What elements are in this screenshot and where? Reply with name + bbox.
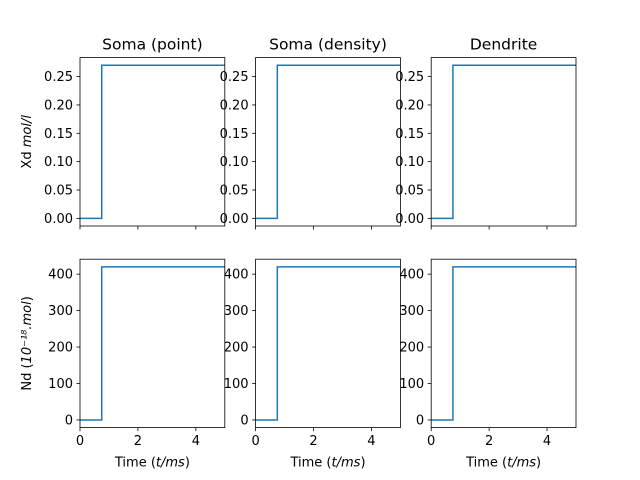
- y-tick-label: 0.00: [220, 212, 249, 227]
- panel-5: 0 2 4 0 100 200 300 400 Time (t/ms): [224, 258, 401, 471]
- series-line-1: [255, 266, 401, 421]
- y-tick-label: 0.10: [395, 155, 424, 170]
- x-axis-label-close: ): [360, 456, 365, 471]
- y-axis-label: Xd mol/l: [20, 115, 35, 169]
- axes-frame: [79, 57, 226, 227]
- x-tick-label: 2: [485, 434, 493, 449]
- y-tick-label: 300: [399, 304, 424, 319]
- y-axis-label-text: Nd (: [20, 363, 35, 390]
- x-tick-label: 0: [251, 434, 259, 449]
- x-tick-label: 4: [192, 434, 200, 449]
- panel-1: 0.00 0.05 0.10 0.15 0.20 0.25 Soma (point) Xd m…: [20, 36, 226, 230]
- panel-2: 0.00 0.05 0.10 0.15 0.20 0.25 Soma (density): [220, 36, 401, 230]
- x-axis-label-unit: t/ms: [332, 456, 361, 471]
- x-tick-label: 4: [543, 434, 551, 449]
- y-tick-label: 400: [224, 268, 249, 283]
- y-tick-label: 0.05: [395, 183, 424, 198]
- y-tick-label: 0.05: [44, 183, 73, 198]
- y-tick-label: 0.25: [395, 70, 424, 85]
- y-tick-label: 400: [48, 268, 73, 283]
- y-tick-label: 100: [48, 377, 73, 392]
- x-axis-label: Time (t/ms): [465, 456, 541, 471]
- y-axis-label-text: Xd: [20, 147, 35, 168]
- x-axis-label: Time (t/ms): [289, 456, 365, 471]
- y-tick-label: 0.20: [395, 98, 424, 113]
- y-axis-label: Nd (10⁻¹⁸.mol): [20, 296, 35, 390]
- y-tick-label: 200: [224, 341, 249, 356]
- y-tick-label: 200: [399, 341, 424, 356]
- x-axis-label-close: ): [185, 456, 190, 471]
- series-line-1: [80, 64, 225, 220]
- y-tick-label: 0.15: [220, 127, 249, 142]
- x-axis-label-unit: t/ms: [507, 456, 536, 471]
- y-tick-label: 0.20: [44, 98, 73, 113]
- x-tick-label: 2: [309, 434, 317, 449]
- x-axis-label-text: Time (: [465, 456, 507, 471]
- y-axis-label-unit: 10⁻¹⁸.mol: [20, 301, 35, 364]
- y-axis-label-unit: mol/l: [20, 115, 35, 148]
- y-tick-label: 0.25: [220, 70, 249, 85]
- y-tick-label: 0.05: [220, 183, 249, 198]
- y-tick-label: 300: [48, 304, 73, 319]
- y-tick-label: 0.00: [44, 212, 73, 227]
- y-tick-label: 200: [48, 341, 73, 356]
- y-tick-label: 0: [416, 413, 424, 428]
- x-axis-label-text: Time (: [114, 456, 156, 471]
- x-axis-label-text: Time (: [289, 456, 331, 471]
- panel-title: Soma (point): [102, 36, 202, 54]
- axes-frame: [79, 258, 226, 429]
- y-tick-label: 0.20: [220, 98, 249, 113]
- x-axis-label-unit: t/ms: [156, 456, 185, 471]
- axes-frame: [255, 258, 401, 429]
- x-tick-label: 4: [367, 434, 375, 449]
- x-tick-label: 0: [427, 434, 435, 449]
- panel-3: 0.00 0.05 0.10 0.15 0.20 0.25 Dendrite: [395, 36, 577, 230]
- y-tick-label: 300: [224, 304, 249, 319]
- series-line-1: [80, 266, 225, 421]
- panel-title: Dendrite: [470, 36, 537, 54]
- y-tick-label: 100: [399, 377, 424, 392]
- series-line-1: [255, 64, 401, 220]
- panel-title: Soma (density): [269, 36, 387, 54]
- y-tick-label: 0.25: [44, 70, 73, 85]
- x-axis-label: Time (t/ms): [114, 456, 190, 471]
- panel-6: 0 2 4 0 100 200 300 400 Time (t/ms): [399, 258, 577, 471]
- y-tick-label: 0: [240, 413, 248, 428]
- axes-frame: [430, 57, 577, 227]
- y-axis-label-close: ): [20, 296, 35, 301]
- x-tick-label: 0: [76, 434, 84, 449]
- y-tick-label: 0.00: [395, 212, 424, 227]
- y-tick-label: 0.15: [44, 127, 73, 142]
- series-line-1: [431, 266, 576, 421]
- y-tick-label: 0.10: [220, 155, 249, 170]
- y-tick-label: 400: [399, 268, 424, 283]
- x-tick-label: 2: [134, 434, 142, 449]
- axes-frame: [255, 57, 401, 227]
- y-tick-label: 100: [224, 377, 249, 392]
- axes-frame: [430, 258, 577, 429]
- y-tick-label: 0.15: [395, 127, 424, 142]
- y-tick-label: 0.10: [44, 155, 73, 170]
- series-line-1: [431, 64, 576, 220]
- x-axis-label-close: ): [536, 456, 541, 471]
- y-tick-label: 0: [65, 413, 73, 428]
